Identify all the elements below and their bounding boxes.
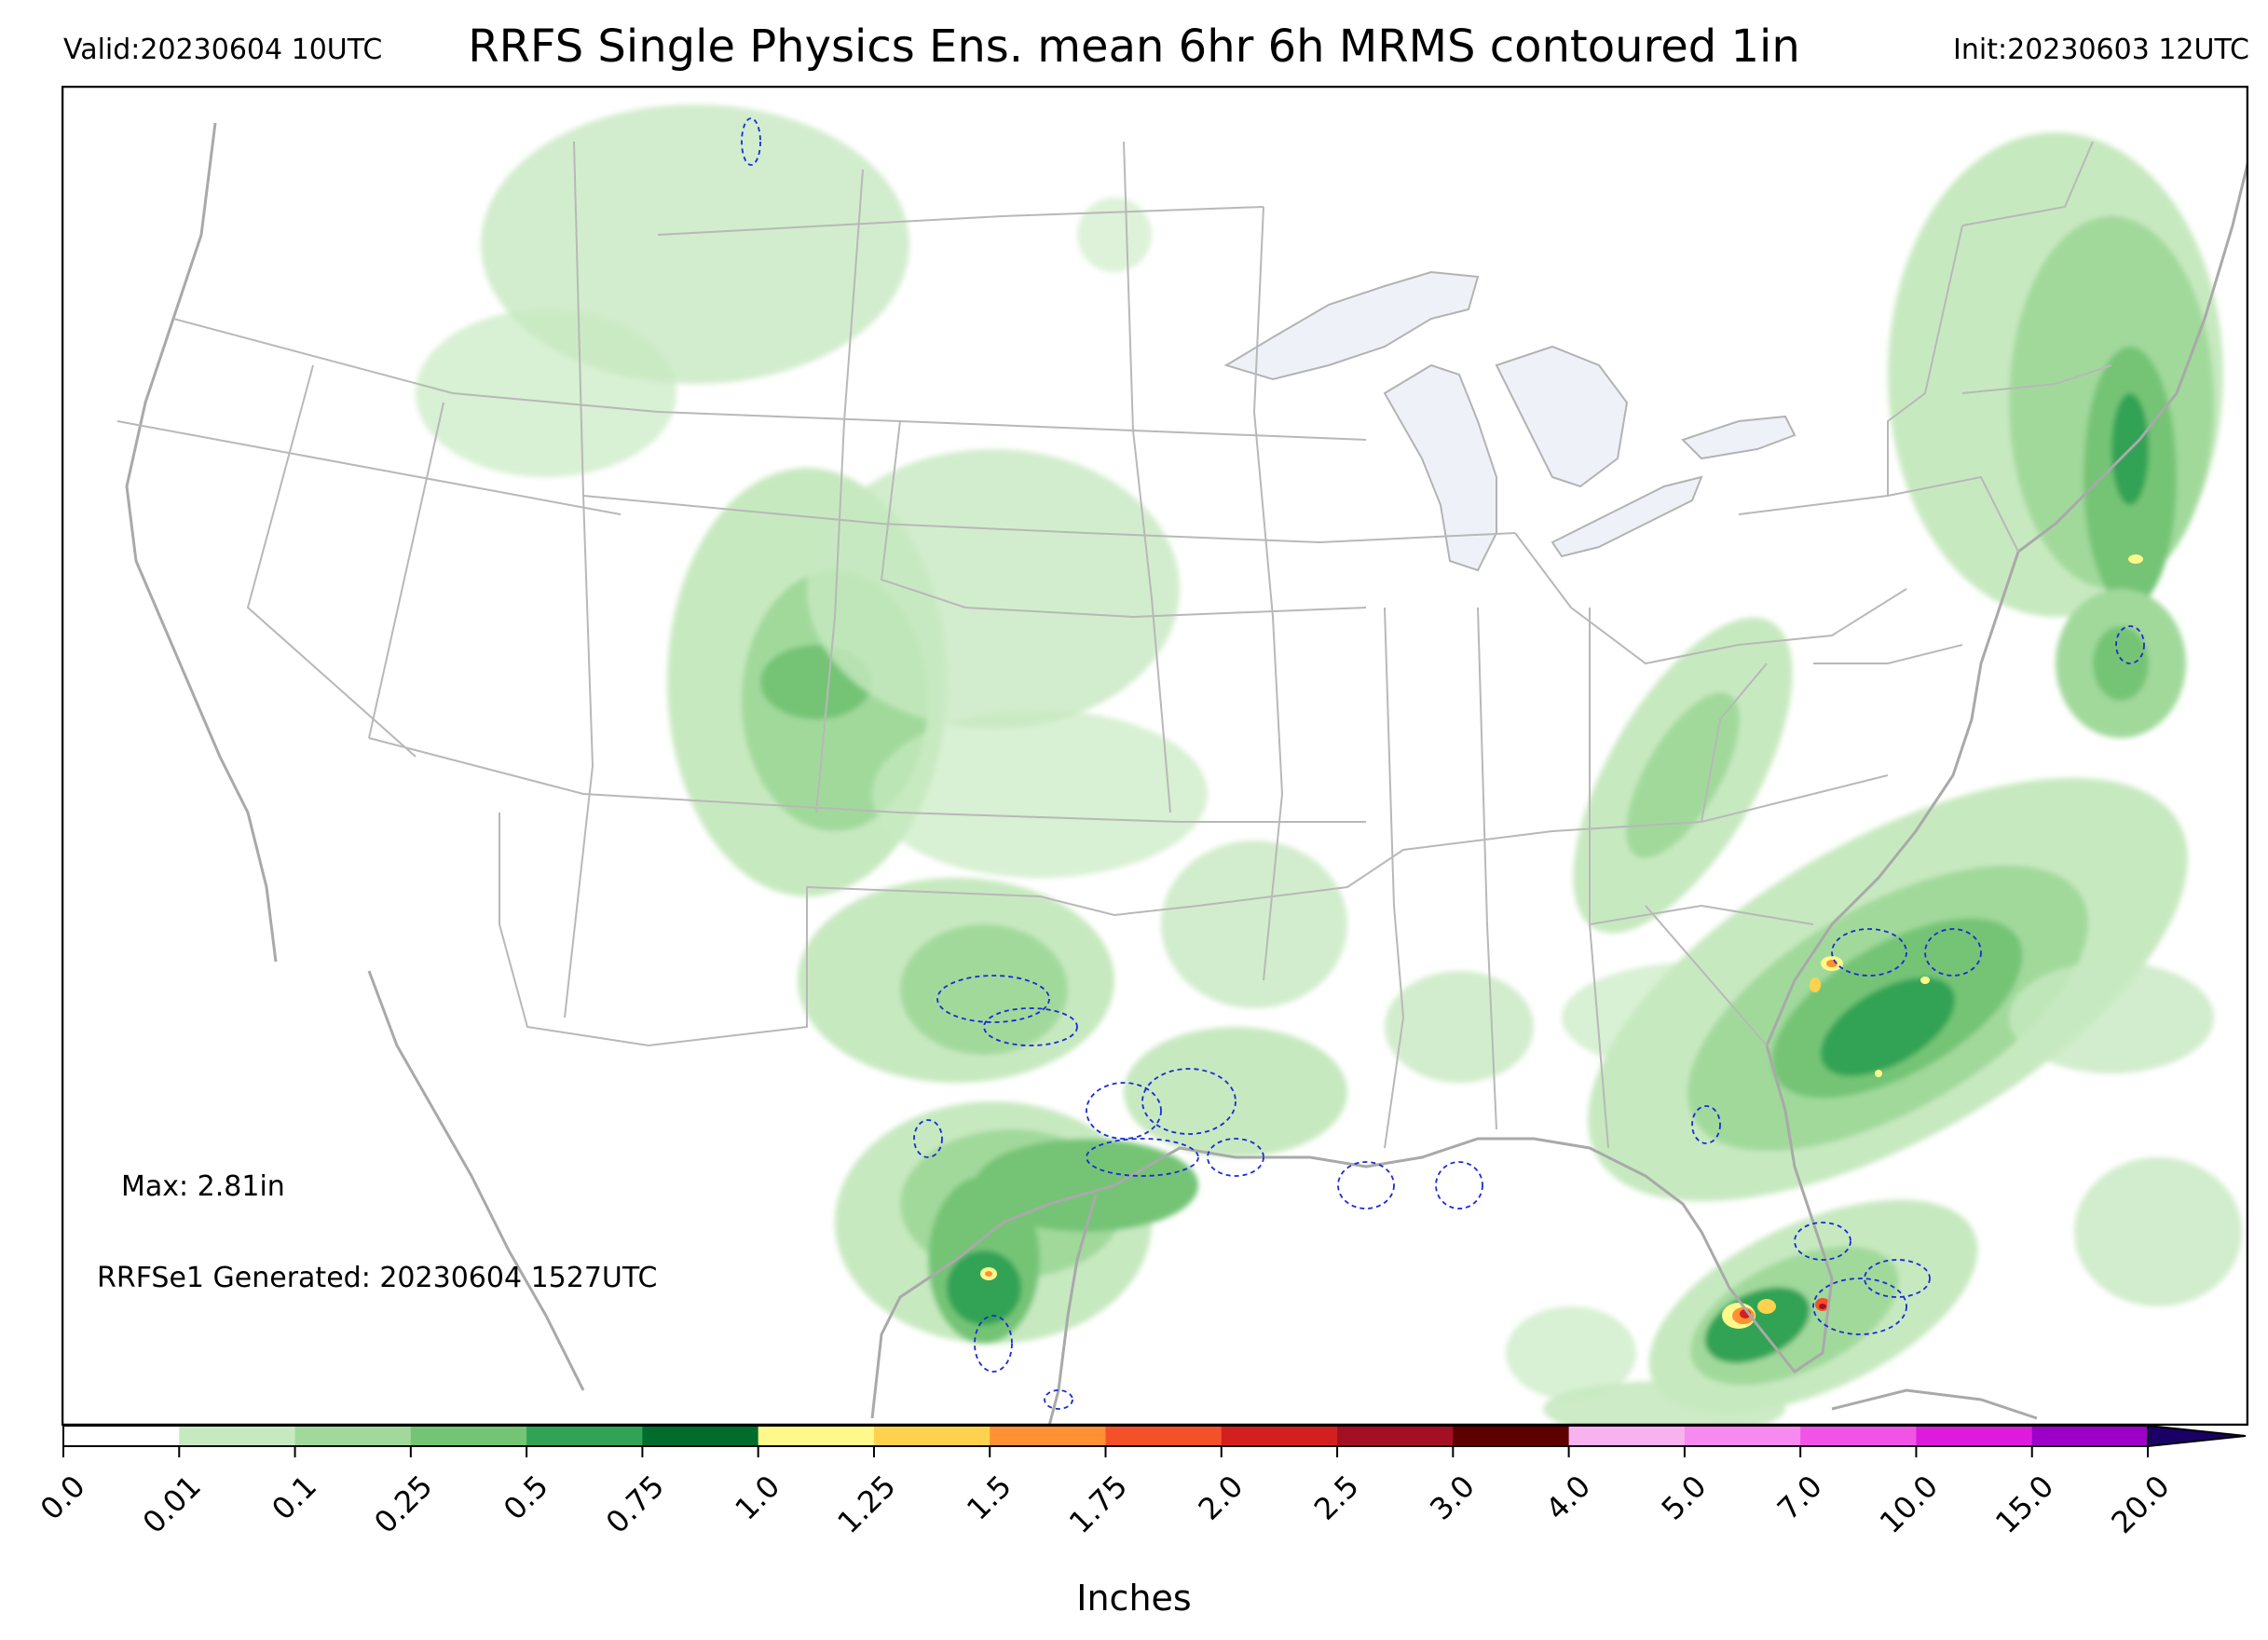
colorbar-swatch <box>642 1426 759 1446</box>
colorbar: 0.0 0.01 0.1 0.25 0.5 0.75 1.0 1.25 1.5 1.75 2.0 2.… <box>34 1424 2247 1540</box>
colorbar-swatch <box>410 1426 527 1446</box>
lake-huron <box>1495 345 1629 488</box>
colorbar-swatch <box>526 1426 643 1446</box>
great-lakes <box>1223 270 1797 572</box>
colorbar-tick-label: 0.0 <box>34 1469 92 1527</box>
colorbar-swatch <box>63 1426 180 1446</box>
colorbar-swatch <box>1453 1426 1570 1446</box>
colorbar-swatch <box>1684 1426 1801 1446</box>
colorbar-swatch <box>1105 1426 1223 1446</box>
colorbar-swatch <box>1337 1426 1454 1446</box>
gulf-coast <box>870 1045 1834 1419</box>
east-coast <box>1765 159 2248 1046</box>
colorbar-tick-label: 2.0 <box>1192 1469 1250 1527</box>
colorbar-swatch <box>2031 1426 2149 1446</box>
map-title: RRFS Single Physics Ens. mean 6hr 6h MRM… <box>468 20 1800 73</box>
init-time-label: Init:20230603 12UTC <box>1953 34 2249 66</box>
baja <box>367 970 585 1391</box>
colorbar-swatch <box>179 1426 296 1446</box>
colorbar-tick-label: 5.0 <box>1655 1469 1714 1527</box>
colorbar-tick-label: 15.0 <box>1988 1469 2060 1540</box>
west-coast <box>125 122 278 963</box>
lake-ontario <box>1681 415 1797 460</box>
precip-fields <box>416 104 2242 1426</box>
precipitation-map <box>61 86 2248 1426</box>
colorbar-tick-label: 20.0 <box>2104 1469 2176 1540</box>
colorbar-extend-arrow <box>2147 1424 2247 1448</box>
colorbar-tick-label: 1.5 <box>960 1469 1018 1527</box>
colorbar-swatch <box>873 1426 991 1446</box>
colorbar-tick-label: 0.01 <box>136 1469 208 1540</box>
colorbar-swatch <box>1800 1426 1917 1446</box>
colorbar-tick-label: 0.5 <box>497 1469 555 1527</box>
valid-time-label: Valid:20230604 10UTC <box>63 34 383 66</box>
colorbar-swatch <box>1916 1426 2033 1446</box>
colorbar-tick-label: 0.25 <box>367 1469 439 1540</box>
colorbar-tick-label: 10.0 <box>1873 1469 1945 1540</box>
colorbar-tick-label: 1.25 <box>830 1469 902 1540</box>
mrms-1in-contours <box>741 117 2145 1410</box>
max-precip-label: Max: 2.81in <box>121 1170 285 1203</box>
colorbar-tick-label: 1.75 <box>1062 1469 1134 1540</box>
colorbar-swatch <box>990 1426 1106 1446</box>
colorbar-tick-label: 4.0 <box>1538 1469 1597 1527</box>
colorbar-tick-label: 2.5 <box>1307 1469 1366 1527</box>
colorbar-swatch <box>294 1426 412 1446</box>
lake-erie <box>1551 475 1703 558</box>
cuba <box>1831 1388 2038 1420</box>
lake-superior <box>1223 270 1480 381</box>
colorbar-swatch <box>758 1426 875 1446</box>
colorbar-tick-label: 1.0 <box>728 1469 786 1527</box>
generated-time-label: RRFSe1 Generated: 20230604 1527UTC <box>97 1262 658 1294</box>
colorbar-tick-label: 7.0 <box>1770 1469 1829 1527</box>
colorbar-swatch <box>1568 1426 1686 1446</box>
colorbar-tick-label: 0.75 <box>599 1469 671 1540</box>
colorbar-label: Inches <box>1076 1578 1192 1619</box>
colorbar-swatch <box>1221 1426 1338 1446</box>
mexico-gulf <box>1047 1194 1098 1426</box>
coastlines-and-borders <box>125 122 2248 1426</box>
colorbar-tick-label: 3.0 <box>1423 1469 1482 1527</box>
state-borders <box>116 141 2112 1149</box>
colorbar-tick-label: 0.1 <box>265 1469 323 1527</box>
